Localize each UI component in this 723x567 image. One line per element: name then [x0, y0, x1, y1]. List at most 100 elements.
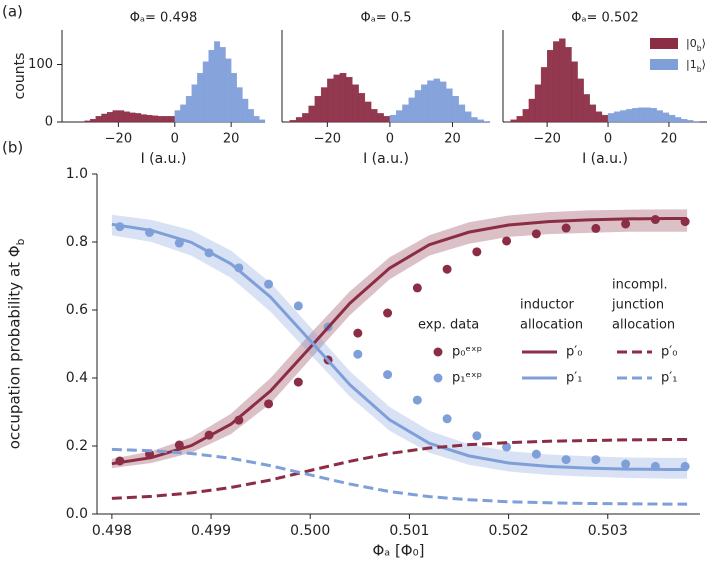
histogram-bar	[259, 119, 266, 123]
legend-label: p′₀	[566, 345, 582, 360]
histogram-bar	[687, 120, 694, 123]
histogram-bar	[595, 111, 603, 123]
histogram-bar	[477, 119, 484, 123]
histogram-bar	[219, 47, 226, 123]
histogram-bar	[95, 116, 102, 123]
legend-marker	[433, 347, 443, 357]
histogram-bar	[197, 72, 204, 123]
histogram-bar	[471, 117, 478, 123]
legend-title: allocation	[520, 318, 583, 333]
legend-label: p′₀	[661, 345, 677, 360]
data-point	[472, 247, 482, 257]
histogram-bar	[185, 95, 192, 123]
histogram-bar	[446, 88, 453, 123]
histogram-bar	[571, 61, 578, 123]
subplot-title: Φₐ= 0.498	[130, 11, 198, 26]
fit-line	[111, 222, 688, 471]
legend-label: |0b⟩	[686, 37, 706, 53]
dashed-line	[111, 438, 688, 500]
legend-label: |1b⟩	[686, 58, 706, 74]
panel-label: (b)	[2, 139, 23, 157]
data-point	[621, 459, 631, 469]
legend-marker	[433, 373, 443, 383]
data-point	[591, 223, 601, 233]
data-point	[531, 229, 541, 239]
histogram-bar	[333, 74, 341, 123]
histogram-bar	[242, 98, 249, 123]
histogram-bar	[106, 112, 113, 123]
legend-swatch	[650, 59, 678, 70]
histogram-bar	[396, 110, 403, 123]
histogram-bar	[236, 87, 243, 123]
histogram-bar	[225, 58, 232, 123]
y-tick-label: 1.0	[66, 166, 88, 182]
histogram-bar	[534, 84, 542, 123]
x-axis-label: Φₐ [Φ₀]	[373, 542, 425, 560]
histogram-bar	[433, 78, 441, 123]
panel-label: (a)	[2, 3, 23, 21]
histogram-bar	[674, 117, 682, 123]
data-point	[264, 279, 274, 289]
histogram-bar	[339, 72, 347, 123]
data-point	[502, 236, 512, 246]
x-tick-label: 0.502	[489, 523, 529, 539]
histogram-bar	[289, 120, 297, 123]
x-tick-label: 20	[444, 132, 461, 147]
histogram-bar	[452, 95, 459, 123]
histogram-bar	[577, 78, 584, 123]
y-tick-label: 0.8	[66, 234, 88, 250]
x-axis-label: I (a.u.)	[141, 151, 187, 167]
data-point	[502, 442, 512, 452]
histogram-bar	[168, 116, 175, 123]
histogram-bar	[370, 109, 378, 123]
histogram-bar	[358, 93, 366, 123]
x-tick-label: 20	[223, 132, 240, 147]
histogram-bar	[601, 114, 609, 123]
histogram-bar	[439, 81, 447, 123]
legend-label: p′₁	[566, 371, 582, 386]
histogram-bar	[308, 105, 315, 123]
histogram-bar	[295, 117, 303, 123]
legend-title: allocation	[612, 318, 675, 333]
histogram-bar	[202, 61, 209, 123]
fit-line	[111, 217, 688, 466]
subplot-title: Φₐ= 0.5	[360, 11, 411, 26]
histogram-bar	[402, 104, 409, 123]
histogram-bar	[146, 114, 153, 123]
histogram-bar	[620, 110, 627, 123]
x-tick-label: 0.501	[389, 523, 429, 539]
x-axis-label: I (a.u.)	[582, 151, 628, 167]
data-point	[293, 377, 303, 387]
x-tick-label: 0	[604, 132, 612, 147]
histogram-bar	[559, 38, 566, 123]
legend-label: p′₁	[661, 371, 677, 386]
histogram-bar	[157, 116, 164, 123]
histogram-bar	[327, 78, 334, 123]
data-point	[591, 455, 601, 465]
x-tick-label: 0.500	[290, 523, 330, 539]
data-point	[412, 283, 422, 293]
histogram-bar	[123, 111, 130, 123]
histogram-bar	[320, 87, 328, 123]
x-tick-label: −20	[105, 132, 132, 147]
x-tick-label: 0.498	[92, 523, 132, 539]
histogram-bar	[516, 116, 523, 123]
histogram-bar	[135, 113, 142, 123]
histogram-bar	[364, 101, 372, 123]
histogram-bar	[662, 112, 670, 123]
histogram-bar	[553, 41, 560, 123]
data-point	[561, 455, 571, 465]
data-point	[561, 223, 571, 233]
histogram-bar	[129, 112, 136, 123]
histogram-bar	[565, 47, 572, 123]
x-tick-label: 0.499	[191, 523, 231, 539]
histogram-bar	[656, 110, 664, 123]
legend-title: junction	[611, 298, 664, 313]
histogram-bar	[414, 90, 422, 123]
subplot-title: Φₐ= 0.502	[571, 11, 639, 26]
histogram-bar	[540, 67, 548, 123]
histogram-bar	[483, 121, 491, 123]
x-tick-label: −20	[314, 132, 341, 147]
data-point	[383, 370, 393, 380]
